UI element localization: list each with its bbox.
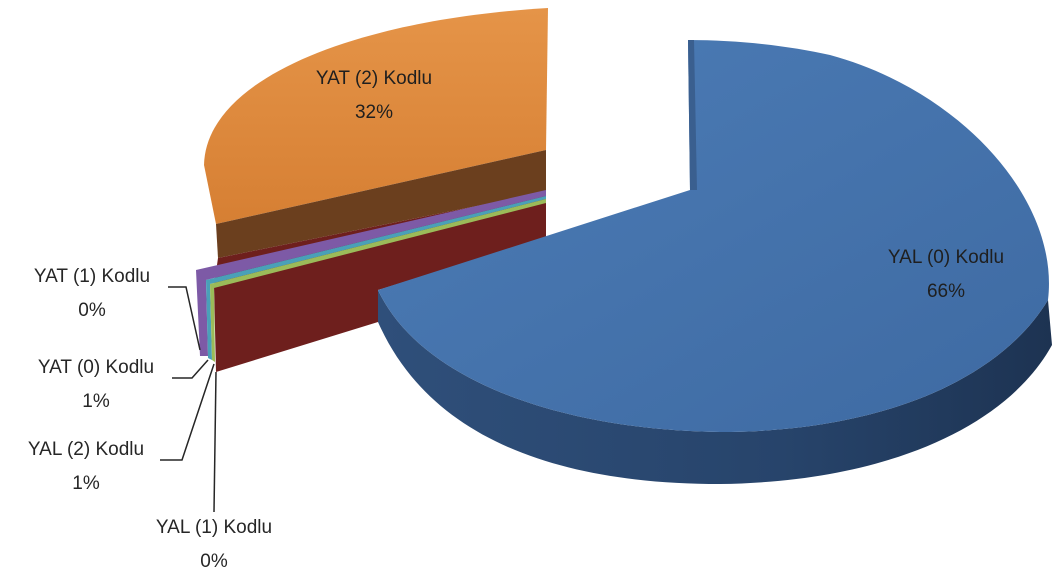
label-yal-0-pct: 66% bbox=[927, 281, 965, 302]
slice-yal-0-top bbox=[378, 40, 1049, 432]
label-yal-2-name: YAL (2) Kodlu bbox=[28, 439, 144, 460]
data-labels: YAT (2) Kodlu 32% YAL (0) Kodlu 66% YAT … bbox=[28, 68, 1004, 572]
slice-yal-0-kodlu bbox=[378, 40, 1052, 484]
leader-lines bbox=[160, 286, 217, 513]
slice-yal-1-kodlu bbox=[214, 192, 546, 372]
label-yat-1-pct: 0% bbox=[78, 300, 106, 321]
slice-yat-2-cut-face bbox=[216, 150, 546, 258]
slice-yat-2-kodlu bbox=[204, 8, 548, 258]
leader-yat-0 bbox=[172, 359, 209, 379]
slice-yal-0-side bbox=[378, 290, 1052, 484]
label-yat-2-name: YAT (2) Kodlu bbox=[316, 68, 432, 89]
label-yal-2-pct: 1% bbox=[72, 473, 100, 494]
label-yat-2-pct: 32% bbox=[355, 102, 393, 123]
label-yal-1-name: YAL (1) Kodlu bbox=[156, 517, 272, 538]
slice-yal-1-face bbox=[214, 192, 546, 372]
label-yat-0-pct: 1% bbox=[82, 391, 110, 412]
slice-yat-2-top bbox=[204, 8, 548, 224]
leader-yal-1 bbox=[213, 371, 217, 513]
leader-yal-2 bbox=[160, 363, 215, 461]
label-yal-0-name: YAL (0) Kodlu bbox=[888, 247, 1004, 268]
label-yal-1-pct: 0% bbox=[200, 551, 228, 572]
leader-yat-1 bbox=[168, 286, 201, 351]
label-yat-1-name: YAT (1) Kodlu bbox=[34, 266, 150, 287]
slice-yal-0-edge bbox=[688, 40, 697, 190]
label-yat-0-name: YAT (0) Kodlu bbox=[38, 357, 154, 378]
